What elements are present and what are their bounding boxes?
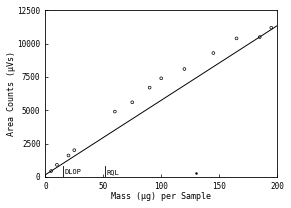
Point <box>211 51 216 55</box>
Point <box>258 35 262 39</box>
Point <box>113 110 117 113</box>
Point <box>130 101 134 104</box>
Point <box>269 26 274 29</box>
Point <box>55 163 59 166</box>
Y-axis label: Area Counts (µVs): Area Counts (µVs) <box>7 51 16 136</box>
Text: DLOP: DLOP <box>65 169 82 175</box>
X-axis label: Mass (µg) per Sample: Mass (µg) per Sample <box>111 192 211 201</box>
Point <box>49 170 54 173</box>
Point <box>66 154 71 157</box>
Point <box>182 67 187 71</box>
Text: RQL: RQL <box>107 169 119 175</box>
Point <box>159 77 164 80</box>
Point <box>72 149 77 152</box>
Point <box>147 86 152 89</box>
Point <box>234 37 239 40</box>
